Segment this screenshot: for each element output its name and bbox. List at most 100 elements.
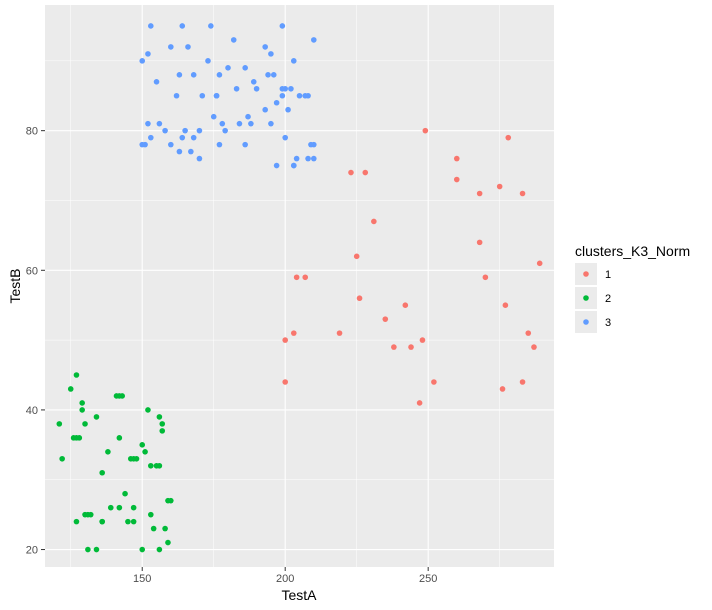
- cluster-1-point: [519, 379, 526, 385]
- cluster-3-point: [168, 44, 174, 50]
- major-grid: [45, 5, 554, 567]
- cluster-2-point: [59, 455, 65, 462]
- cluster-1-point: [408, 344, 414, 350]
- cluster-3-point: [205, 58, 211, 64]
- cluster-3-point: [293, 155, 300, 162]
- cluster-2-point: [116, 504, 123, 511]
- cluster-1-point: [336, 330, 343, 336]
- cluster-2-point: [139, 442, 146, 448]
- cluster-2-point: [119, 393, 126, 399]
- cluster-2-point: [67, 386, 74, 392]
- cluster-2-point: [145, 407, 151, 413]
- cluster-3-point: [265, 72, 271, 78]
- x-axis-title: TestA: [281, 587, 317, 603]
- cluster-1-point: [290, 330, 297, 336]
- cluster-2-point: [148, 511, 154, 518]
- cluster-3-point: [285, 106, 291, 113]
- cluster-3-point: [196, 155, 203, 162]
- cluster-3-point: [288, 85, 294, 92]
- cluster-3-point: [290, 162, 297, 169]
- cluster-1-point: [502, 302, 509, 308]
- legend-label-1: 1: [605, 269, 611, 281]
- cluster-1-point: [476, 190, 483, 197]
- cluster-2-point: [168, 497, 174, 504]
- cluster-3-point: [176, 72, 183, 78]
- cluster-1-point: [482, 274, 489, 281]
- cluster-3-point: [148, 23, 154, 29]
- cluster-3-point: [185, 44, 191, 50]
- cluster-2-point: [130, 504, 137, 511]
- cluster-1-point: [382, 316, 389, 322]
- cluster-3-point: [179, 134, 186, 141]
- cluster-2-point: [56, 421, 63, 427]
- cluster-3-point: [268, 120, 274, 127]
- cluster-1-point: [499, 386, 506, 392]
- x-tick-label: 150: [133, 573, 151, 585]
- cluster-3-point: [210, 113, 217, 120]
- cluster-3-point: [248, 120, 254, 127]
- cluster-3-point: [262, 106, 268, 113]
- cluster-3-point: [290, 58, 297, 64]
- cluster-1-point: [453, 155, 460, 162]
- cluster-1-point: [431, 379, 437, 385]
- cluster-3-point: [273, 162, 280, 169]
- cluster-1-point: [282, 337, 289, 343]
- cluster-3-point: [216, 72, 223, 78]
- plot-panel: [45, 5, 554, 567]
- cluster-3-point: [190, 72, 197, 78]
- cluster-3-point: [310, 141, 317, 148]
- cluster-2-point: [85, 546, 91, 553]
- cluster-3-point: [148, 134, 154, 141]
- cluster-3-point: [208, 23, 214, 29]
- cluster-3-point: [310, 37, 317, 43]
- cluster-1-point: [531, 344, 537, 350]
- cluster-3-point: [182, 127, 188, 134]
- cluster-2-point: [148, 462, 154, 469]
- cluster-1-point: [536, 260, 543, 267]
- cluster-2-point: [73, 372, 80, 378]
- cluster-1-point: [371, 218, 377, 225]
- legend-swatch-1: [583, 271, 589, 277]
- cluster-1-point: [402, 302, 409, 308]
- cluster-1-point: [419, 337, 426, 343]
- cluster-2-point: [93, 414, 100, 420]
- x-axis-ticks: 150 200 250: [133, 567, 437, 585]
- cluster-3-point: [236, 120, 243, 127]
- cluster-2-point: [107, 504, 114, 511]
- cluster-3-point: [270, 72, 277, 78]
- x-tick-label: 250: [419, 573, 437, 585]
- legend-swatch-3: [583, 319, 589, 325]
- legend-title: clusters_K3_Norm: [575, 243, 690, 259]
- cluster-3-point: [279, 23, 286, 29]
- cluster-3-point: [230, 37, 237, 43]
- cluster-3-point: [233, 85, 240, 92]
- cluster-3-point: [225, 65, 231, 71]
- cluster-3-point: [179, 23, 186, 29]
- cluster-2-point: [122, 490, 128, 497]
- cluster-3-point: [139, 58, 146, 64]
- cluster-2-point: [162, 525, 168, 532]
- cluster-2-point: [85, 511, 91, 518]
- cluster-3-point: [279, 85, 286, 92]
- cluster-3-point: [162, 127, 168, 134]
- cluster-1-point: [496, 183, 503, 190]
- cluster-3-point: [168, 141, 174, 148]
- cluster-1-point: [353, 253, 360, 260]
- y-axis-title: TestB: [7, 268, 23, 303]
- y-tick-label: 60: [26, 265, 38, 277]
- legend: clusters_K3_Norm 1 2 3: [575, 243, 690, 333]
- cluster-3-point: [142, 141, 148, 148]
- legend-swatch-2: [583, 295, 589, 301]
- cluster-2-point: [82, 421, 88, 427]
- cluster-3-point: [176, 148, 183, 155]
- cluster-3-point: [156, 120, 163, 127]
- cluster-1-point: [422, 127, 429, 134]
- cluster-2-point: [165, 539, 171, 546]
- x-tick-label: 200: [276, 573, 294, 585]
- cluster-1-point: [348, 169, 354, 176]
- cluster-3-point: [190, 134, 197, 141]
- cluster-1-point: [519, 190, 526, 197]
- cluster-2-point: [99, 469, 105, 476]
- cluster-2-point: [159, 428, 166, 434]
